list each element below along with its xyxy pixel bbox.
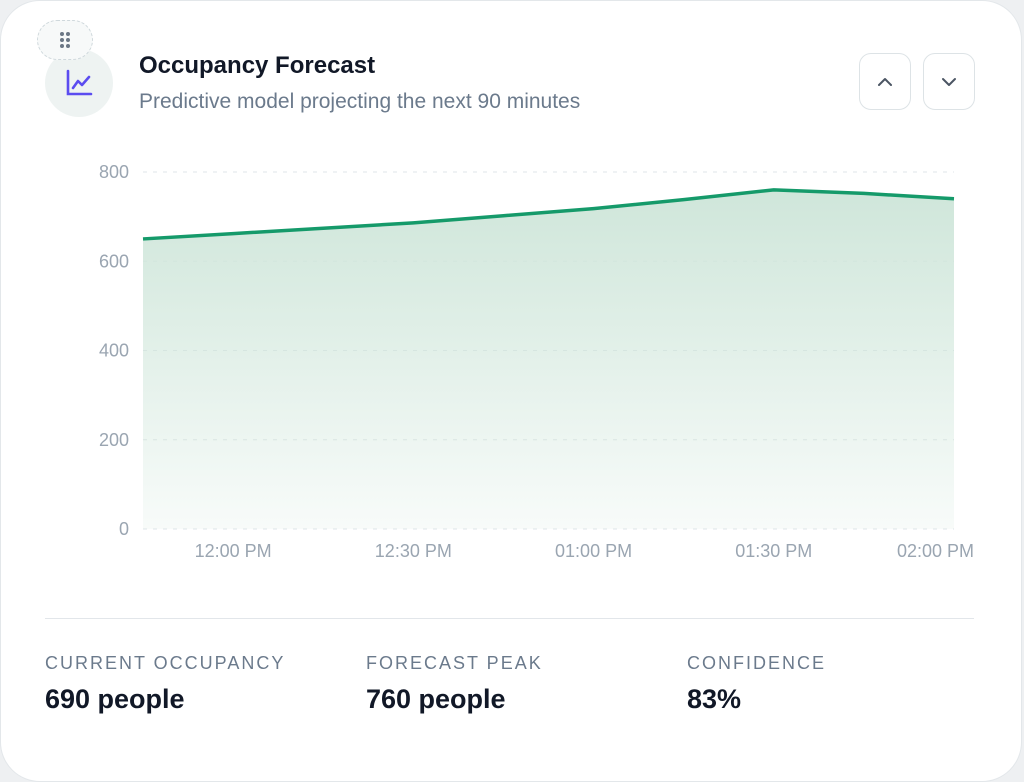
forecast-area — [143, 190, 954, 529]
stat-label: CURRENT OCCUPANCY — [45, 653, 285, 674]
y-tick-label: 200 — [99, 430, 129, 450]
stat-forecast-peak: FORECAST PEAK 760 people — [366, 653, 543, 715]
y-tick-label: 800 — [99, 162, 129, 182]
stat-value: 760 people — [366, 684, 543, 715]
y-tick-label: 0 — [119, 519, 129, 539]
stat-confidence: CONFIDENCE 83% — [687, 653, 826, 715]
y-tick-label: 600 — [99, 251, 129, 271]
y-tick-label: 400 — [99, 341, 129, 361]
stat-label: CONFIDENCE — [687, 653, 826, 674]
stat-current-occupancy: CURRENT OCCUPANCY 690 people — [45, 653, 285, 715]
stat-label: FORECAST PEAK — [366, 653, 543, 674]
x-tick-label: 01:00 PM — [555, 541, 632, 561]
stat-value: 83% — [687, 684, 826, 715]
occupancy-chart: 0 200 400 600 800 12:00 PM 12:30 PM 01:00 PM 01… — [1, 1, 1024, 581]
stat-value: 690 people — [45, 684, 285, 715]
x-tick-label: 02:00 PM — [897, 541, 974, 561]
x-tick-label: 12:00 PM — [195, 541, 272, 561]
x-tick-label: 12:30 PM — [375, 541, 452, 561]
divider — [45, 618, 974, 619]
x-tick-label: 01:30 PM — [735, 541, 812, 561]
